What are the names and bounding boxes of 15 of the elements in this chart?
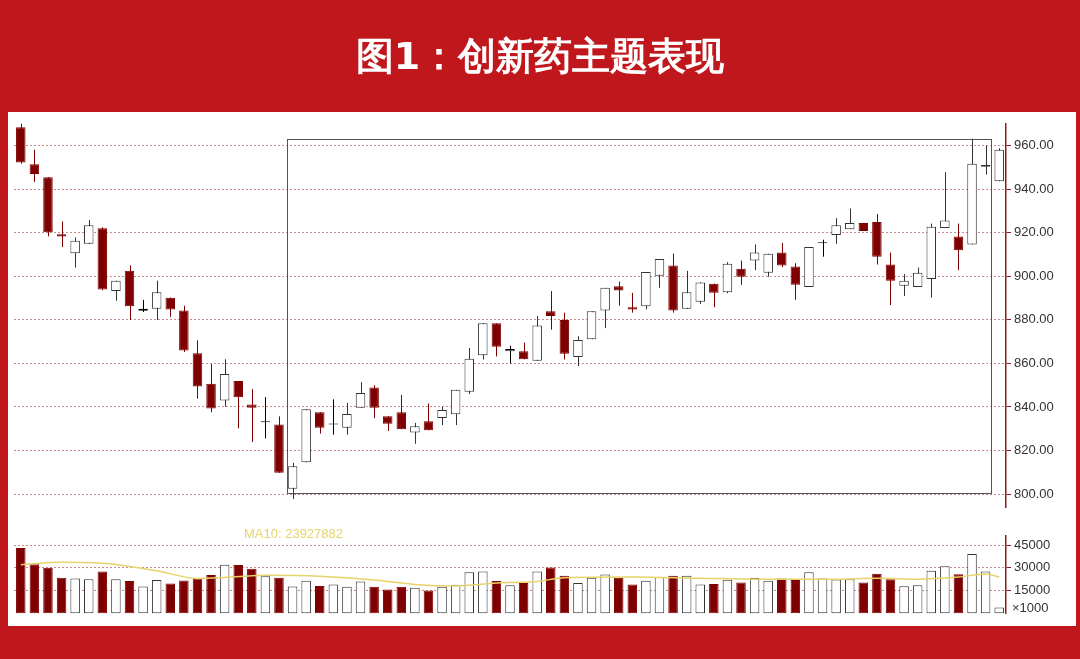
y-axis-title: ×1000: [1012, 600, 1049, 616]
y-tick-label: 860.00: [1014, 355, 1054, 370]
chart-title: 图1：创新药主题表现: [354, 32, 726, 80]
annotation: MA10: 23927882: [244, 526, 344, 542]
y-tick-label: 15000: [1014, 582, 1051, 598]
y-tick-label: 45000: [1014, 536, 1051, 552]
y-tick-label: 800.00: [1014, 485, 1054, 501]
y-tick-label: 880.00: [1014, 311, 1054, 327]
y-tick-label: 900.00: [1014, 267, 1054, 283]
y-tick-label: 940.00: [1014, 180, 1054, 196]
y-tick-label: 30000: [1014, 559, 1051, 575]
y-tick-label: 820.00: [1014, 442, 1054, 458]
y-tick-label: 960.00: [1014, 137, 1054, 153]
y-tick-label: 840.00: [1014, 398, 1054, 414]
y-tick-label: 920.00: [1014, 224, 1054, 240]
